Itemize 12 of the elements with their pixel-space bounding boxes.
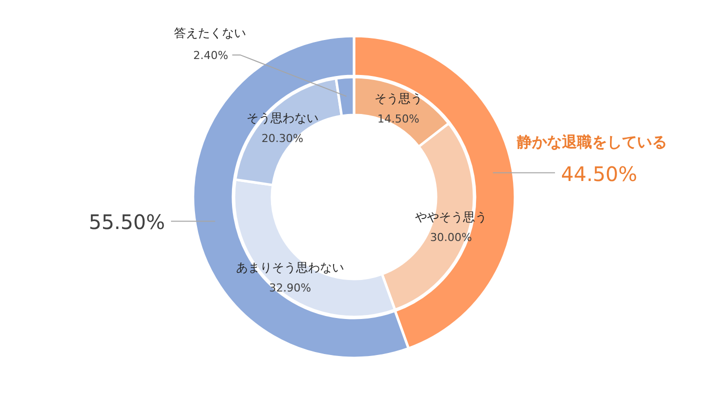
data-label: 30.00%	[430, 231, 472, 244]
data-label: 55.50%	[88, 210, 165, 234]
slice-label: そう思う	[374, 91, 422, 106]
data-label: 14.50%	[377, 112, 420, 126]
slice-label: ややそう思う	[415, 210, 488, 224]
data-label: 32.90%	[269, 281, 312, 294]
data-label: 2.40%	[193, 48, 228, 62]
data-label: 20.30%	[261, 132, 304, 145]
slice-label: そう思わない	[246, 110, 318, 125]
slice-label: 答えたくない	[174, 26, 246, 40]
data-label: 44.50%	[561, 162, 638, 186]
slice-label: 静かな退職をしている	[516, 132, 667, 151]
